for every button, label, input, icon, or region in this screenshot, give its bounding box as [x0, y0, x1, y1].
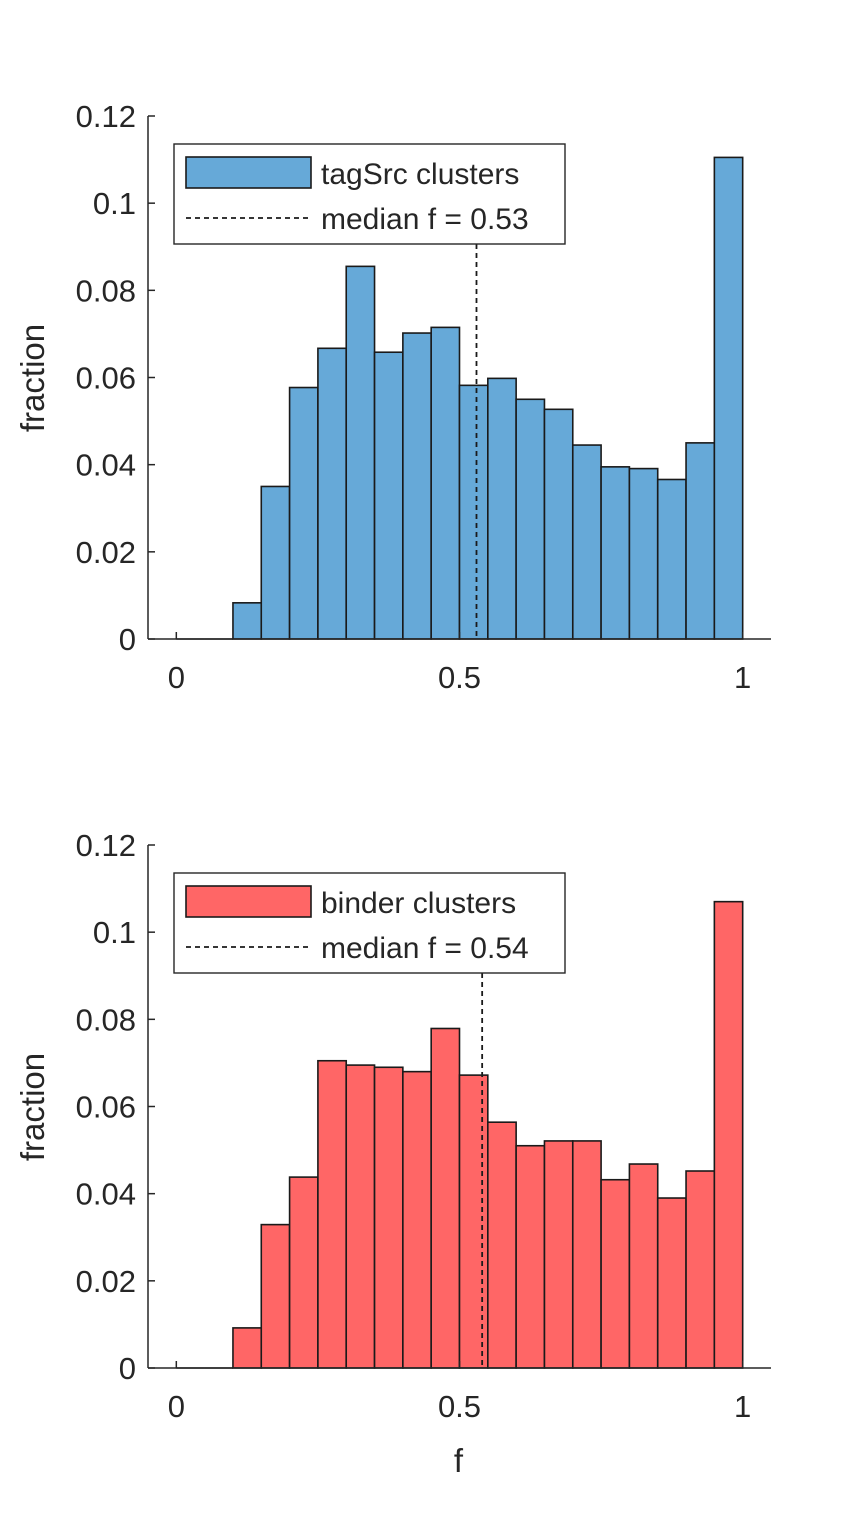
histogram-bar — [515, 1144, 546, 1369]
x-tick-label: 1 — [734, 660, 751, 695]
histogram-bar — [515, 398, 546, 640]
y-tick-label: 0.08 — [76, 273, 136, 308]
histogram-bar — [317, 1059, 348, 1369]
tagsrc-histogram-panel: 0 0.02 0.04 0.06 0.08 0.1 0.12 0 0.5 1 fraction tag… — [14, 99, 771, 695]
histogram-bar — [458, 1074, 489, 1369]
y-tick-label: 0 — [119, 1351, 136, 1386]
x-axis-label: f — [454, 1442, 464, 1479]
histogram-bar — [543, 1140, 574, 1369]
y-tick-label: 0.12 — [76, 99, 136, 134]
histogram-bar — [402, 332, 432, 640]
legend-swatch — [185, 156, 312, 189]
y-axis-label: fraction — [14, 324, 51, 432]
histogram-bar — [260, 485, 291, 640]
y-tick-label: 0.1 — [93, 186, 136, 221]
histogram-bar — [600, 1178, 631, 1369]
histogram-bar — [232, 1327, 263, 1369]
legend-label: median f = 0.54 — [321, 932, 529, 965]
histogram-bar — [487, 1121, 517, 1369]
histogram-bar — [373, 1066, 404, 1369]
y-tick-label: 0.04 — [76, 448, 136, 483]
x-tick-label: 0 — [168, 1389, 185, 1424]
histogram-bar — [713, 900, 744, 1369]
histogram-bar — [373, 351, 404, 640]
x-tick-label: 0.5 — [438, 1389, 481, 1424]
histogram-bar — [288, 386, 319, 640]
y-tick-label: 0.06 — [76, 1090, 136, 1125]
histogram-bar — [600, 466, 631, 640]
y-tick-label: 0.1 — [93, 915, 136, 950]
y-tick-label: 0.06 — [76, 361, 136, 396]
y-tick-label: 0.12 — [76, 828, 136, 863]
x-tick-label: 0.5 — [438, 660, 481, 695]
histogram-bar — [685, 1170, 716, 1369]
histogram-bar — [487, 377, 517, 640]
histogram-bar — [317, 347, 348, 640]
histogram-bar — [430, 1027, 461, 1369]
histogram-bar — [260, 1223, 291, 1369]
histogram-bar — [288, 1176, 319, 1369]
legend-label: tagSrc clusters — [321, 158, 519, 191]
histogram-bar — [458, 384, 489, 640]
histogram-bar — [430, 326, 461, 640]
y-tick-label: 0.08 — [76, 1002, 136, 1037]
histogram-bar — [713, 156, 744, 640]
x-tick-label: 1 — [734, 1389, 751, 1424]
histogram-bar — [345, 1064, 376, 1369]
y-tick-label: 0.04 — [76, 1177, 136, 1212]
legend-swatch — [185, 885, 312, 918]
legend-label: median f = 0.53 — [321, 203, 529, 236]
histogram-bar — [345, 265, 376, 640]
histogram-bar — [232, 602, 263, 640]
histogram-bar — [628, 1163, 659, 1369]
histogram-bar — [656, 478, 687, 640]
histogram-bar — [571, 444, 602, 640]
y-axis-label: fraction — [14, 1053, 51, 1161]
y-tick-label: 0.02 — [76, 1264, 136, 1299]
y-tick-label: 0.02 — [76, 535, 136, 570]
histogram-bar — [402, 1070, 432, 1369]
histogram-bar — [571, 1140, 602, 1369]
legend-label: binder clusters — [321, 887, 516, 920]
histogram-bar — [628, 467, 659, 640]
histogram-bar — [685, 442, 716, 640]
y-tick-label: 0 — [119, 622, 136, 657]
histogram-bar — [656, 1197, 687, 1369]
histogram-bar — [543, 408, 574, 640]
binder-histogram-panel: 0 0.02 0.04 0.06 0.08 0.1 0.12 0 0.5 1 fraction f bi… — [14, 828, 771, 1479]
x-tick-label: 0 — [168, 660, 185, 695]
